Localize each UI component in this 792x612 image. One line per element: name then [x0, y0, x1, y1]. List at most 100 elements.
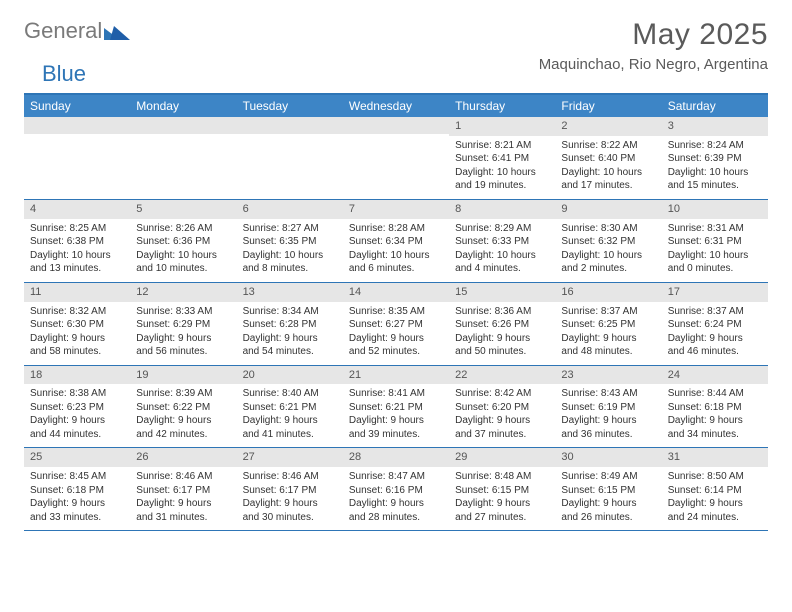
day-number: 2 — [555, 117, 661, 136]
logo-text-blue: Blue — [42, 61, 86, 87]
calendar-cell: 17Sunrise: 8:37 AMSunset: 6:24 PMDayligh… — [662, 283, 768, 365]
sunset-text: Sunset: 6:39 PM — [668, 152, 762, 166]
daylight-text: Daylight: 9 hours and 41 minutes. — [243, 414, 337, 441]
sunrise-text: Sunrise: 8:49 AM — [561, 470, 655, 484]
calendar-cell: 5Sunrise: 8:26 AMSunset: 6:36 PMDaylight… — [130, 200, 236, 282]
cell-body: Sunrise: 8:26 AMSunset: 6:36 PMDaylight:… — [130, 219, 236, 282]
sunrise-text: Sunrise: 8:44 AM — [668, 387, 762, 401]
cell-body — [343, 134, 449, 143]
sunset-text: Sunset: 6:41 PM — [455, 152, 549, 166]
sunrise-text: Sunrise: 8:21 AM — [455, 139, 549, 153]
daylight-text: Daylight: 9 hours and 50 minutes. — [455, 332, 549, 359]
weeks-container: 1 Sunrise: 8:21 AMSunset: 6:41 PM Daylight… — [24, 117, 768, 531]
calendar-cell: 24Sunrise: 8:44 AMSunset: 6:18 PMDayligh… — [662, 366, 768, 448]
calendar-cell: 7Sunrise: 8:28 AMSunset: 6:34 PMDaylight… — [343, 200, 449, 282]
sunset-text: Sunset: 6:19 PM — [561, 401, 655, 415]
sunrise-text: Sunrise: 8:22 AM — [561, 139, 655, 153]
daylight-text: Daylight: 9 hours and 44 minutes. — [30, 414, 124, 441]
cell-body: Sunrise: 8:33 AMSunset: 6:29 PMDaylight:… — [130, 302, 236, 365]
day-number: 4 — [24, 200, 130, 219]
calendar-cell: 21Sunrise: 8:41 AMSunset: 6:21 PMDayligh… — [343, 366, 449, 448]
day-number: 29 — [449, 448, 555, 467]
week-row: 18Sunrise: 8:38 AMSunset: 6:23 PMDayligh… — [24, 366, 768, 449]
day-number: 12 — [130, 283, 236, 302]
cell-body: Sunrise: 8:37 AMSunset: 6:24 PMDaylight:… — [662, 302, 768, 365]
daylight-text: Daylight: 9 hours and 39 minutes. — [349, 414, 443, 441]
day-number — [24, 117, 130, 134]
calendar-cell: 26Sunrise: 8:46 AMSunset: 6:17 PMDayligh… — [130, 448, 236, 530]
sunrise-text: Sunrise: 8:24 AM — [668, 139, 762, 153]
calendar-cell: 29Sunrise: 8:48 AMSunset: 6:15 PMDayligh… — [449, 448, 555, 530]
calendar: Sunday Monday Tuesday Wednesday Thursday… — [24, 93, 768, 531]
daylight-text: Daylight: 9 hours and 58 minutes. — [30, 332, 124, 359]
sunrise-text: Sunrise: 8:50 AM — [668, 470, 762, 484]
sunset-text: Sunset: 6:15 PM — [561, 484, 655, 498]
sunrise-text: Sunrise: 8:30 AM — [561, 222, 655, 236]
sunrise-text: Sunrise: 8:36 AM — [455, 305, 549, 319]
cell-body: Sunrise: 8:46 AMSunset: 6:17 PMDaylight:… — [237, 467, 343, 530]
sunrise-text: Sunrise: 8:47 AM — [349, 470, 443, 484]
cell-body — [130, 134, 236, 143]
sunset-text: Sunset: 6:25 PM — [561, 318, 655, 332]
day-header-fri: Friday — [555, 95, 661, 117]
daylight-text: Daylight: 9 hours and 36 minutes. — [561, 414, 655, 441]
sunrise-text: Sunrise: 8:46 AM — [243, 470, 337, 484]
day-number: 22 — [449, 366, 555, 385]
sunrise-text: Sunrise: 8:31 AM — [668, 222, 762, 236]
day-number: 23 — [555, 366, 661, 385]
sunrise-text: Sunrise: 8:33 AM — [136, 305, 230, 319]
daylight-text: Daylight: 9 hours and 56 minutes. — [136, 332, 230, 359]
week-row: 11Sunrise: 8:32 AMSunset: 6:30 PMDayligh… — [24, 283, 768, 366]
sunrise-text: Sunrise: 8:32 AM — [30, 305, 124, 319]
sunset-text: Sunset: 6:16 PM — [349, 484, 443, 498]
sunset-text: Sunset: 6:18 PM — [668, 401, 762, 415]
calendar-cell: 23Sunrise: 8:43 AMSunset: 6:19 PMDayligh… — [555, 366, 661, 448]
sunset-text: Sunset: 6:15 PM — [455, 484, 549, 498]
day-number: 7 — [343, 200, 449, 219]
calendar-cell: 31Sunrise: 8:50 AMSunset: 6:14 PMDayligh… — [662, 448, 768, 530]
cell-body: Sunrise: 8:31 AMSunset: 6:31 PMDaylight:… — [662, 219, 768, 282]
sunset-text: Sunset: 6:14 PM — [668, 484, 762, 498]
day-header-row: Sunday Monday Tuesday Wednesday Thursday… — [24, 95, 768, 117]
cell-body: Sunrise: 8:40 AMSunset: 6:21 PMDaylight:… — [237, 384, 343, 447]
cell-body: Sunrise: 8:38 AMSunset: 6:23 PMDaylight:… — [24, 384, 130, 447]
sunset-text: Sunset: 6:21 PM — [243, 401, 337, 415]
sunrise-text: Sunrise: 8:39 AM — [136, 387, 230, 401]
daylight-text: Daylight: 10 hours and 8 minutes. — [243, 249, 337, 276]
day-number — [343, 117, 449, 134]
daylight-text: Daylight: 10 hours and 0 minutes. — [668, 249, 762, 276]
cell-body: Sunrise: 8:45 AMSunset: 6:18 PMDaylight:… — [24, 467, 130, 530]
daylight-text: Daylight: 10 hours and 13 minutes. — [30, 249, 124, 276]
calendar-cell: 13Sunrise: 8:34 AMSunset: 6:28 PMDayligh… — [237, 283, 343, 365]
sunset-text: Sunset: 6:23 PM — [30, 401, 124, 415]
cell-body: Sunrise: 8:22 AMSunset: 6:40 PMDaylight:… — [555, 136, 661, 199]
daylight-text: Daylight: 9 hours and 28 minutes. — [349, 497, 443, 524]
sunrise-text: Sunrise: 8:29 AM — [455, 222, 549, 236]
day-number: 10 — [662, 200, 768, 219]
cell-body: Sunrise: 8:36 AMSunset: 6:26 PMDaylight:… — [449, 302, 555, 365]
day-number — [130, 117, 236, 134]
daylight-text: Daylight: 9 hours and 54 minutes. — [243, 332, 337, 359]
cell-body: Sunrise: 8:43 AMSunset: 6:19 PMDaylight:… — [555, 384, 661, 447]
day-number: 1 — [449, 117, 555, 136]
sunset-text: Sunset: 6:40 PM — [561, 152, 655, 166]
sunrise-text: Sunrise: 8:41 AM — [349, 387, 443, 401]
cell-body: Sunrise: 8:32 AMSunset: 6:30 PMDaylight:… — [24, 302, 130, 365]
calendar-cell: 25Sunrise: 8:45 AMSunset: 6:18 PMDayligh… — [24, 448, 130, 530]
calendar-cell: 8Sunrise: 8:29 AMSunset: 6:33 PMDaylight… — [449, 200, 555, 282]
sunrise-text: Sunrise: 8:37 AM — [668, 305, 762, 319]
logo-mark-icon — [104, 22, 130, 40]
calendar-cell — [130, 117, 236, 199]
cell-body: Sunrise: 8:48 AMSunset: 6:15 PMDaylight:… — [449, 467, 555, 530]
day-header-sat: Saturday — [662, 95, 768, 117]
sunset-text: Sunset: 6:34 PM — [349, 235, 443, 249]
calendar-cell: 10Sunrise: 8:31 AMSunset: 6:31 PMDayligh… — [662, 200, 768, 282]
daylight-text: Daylight: 9 hours and 26 minutes. — [561, 497, 655, 524]
cell-body: Sunrise: 8:46 AMSunset: 6:17 PMDaylight:… — [130, 467, 236, 530]
cell-body: Sunrise: 8:28 AMSunset: 6:34 PMDaylight:… — [343, 219, 449, 282]
day-number: 5 — [130, 200, 236, 219]
sunset-text: Sunset: 6:21 PM — [349, 401, 443, 415]
sunrise-text: Sunrise: 8:35 AM — [349, 305, 443, 319]
sunset-text: Sunset: 6:31 PM — [668, 235, 762, 249]
sunrise-text: Sunrise: 8:37 AM — [561, 305, 655, 319]
